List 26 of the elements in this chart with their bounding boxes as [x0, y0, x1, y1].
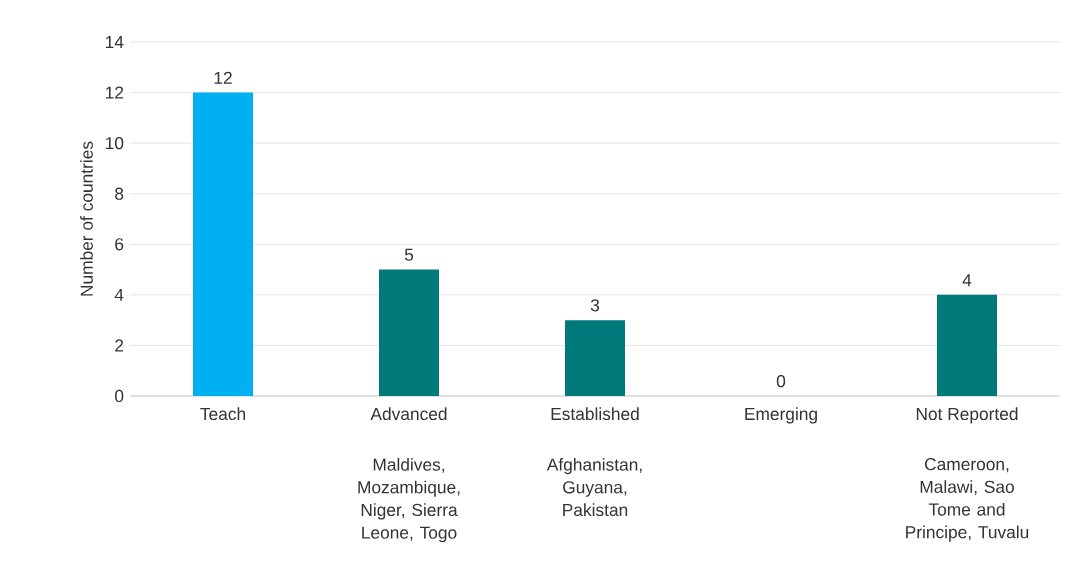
y-tick-label: 14: [106, 36, 124, 48]
y-tick-label: 12: [106, 86, 124, 99]
bar: [379, 269, 439, 396]
data-label: 3: [590, 299, 600, 312]
y-tick-label: 10: [106, 136, 124, 150]
y-tick-label: 8: [115, 187, 124, 200]
x-tick-label: Teach: [200, 407, 246, 421]
data-label: 0: [776, 375, 786, 388]
y-tick-label: 2: [115, 339, 124, 352]
text: Maldives, Mozambique, Niger, Sierra Leone, Togo: [358, 458, 460, 543]
y-tick-label: 0: [114, 389, 124, 403]
bar: [193, 92, 254, 396]
text: Afghanistan, Guyana, Pakistan: [546, 458, 642, 517]
text: Cameroon, Malawi, Sao Tome and Principe, Tuvalu: [906, 458, 1029, 542]
bar: [936, 294, 997, 396]
x-tick-label: Established: [551, 407, 639, 421]
data-label: 5: [404, 248, 414, 261]
data-label: 4: [962, 274, 972, 287]
y-tick-label: 4: [114, 288, 124, 301]
data-label: 12: [214, 71, 232, 84]
x-tick-label: Emerging: [745, 407, 817, 424]
y-axis-title: Number of countries: [80, 141, 93, 296]
x-tick-label: Advanced: [370, 407, 447, 421]
bar: [565, 320, 625, 396]
x-tick-label: Not Reported: [916, 407, 1018, 424]
y-tick-label: 6: [115, 238, 124, 251]
